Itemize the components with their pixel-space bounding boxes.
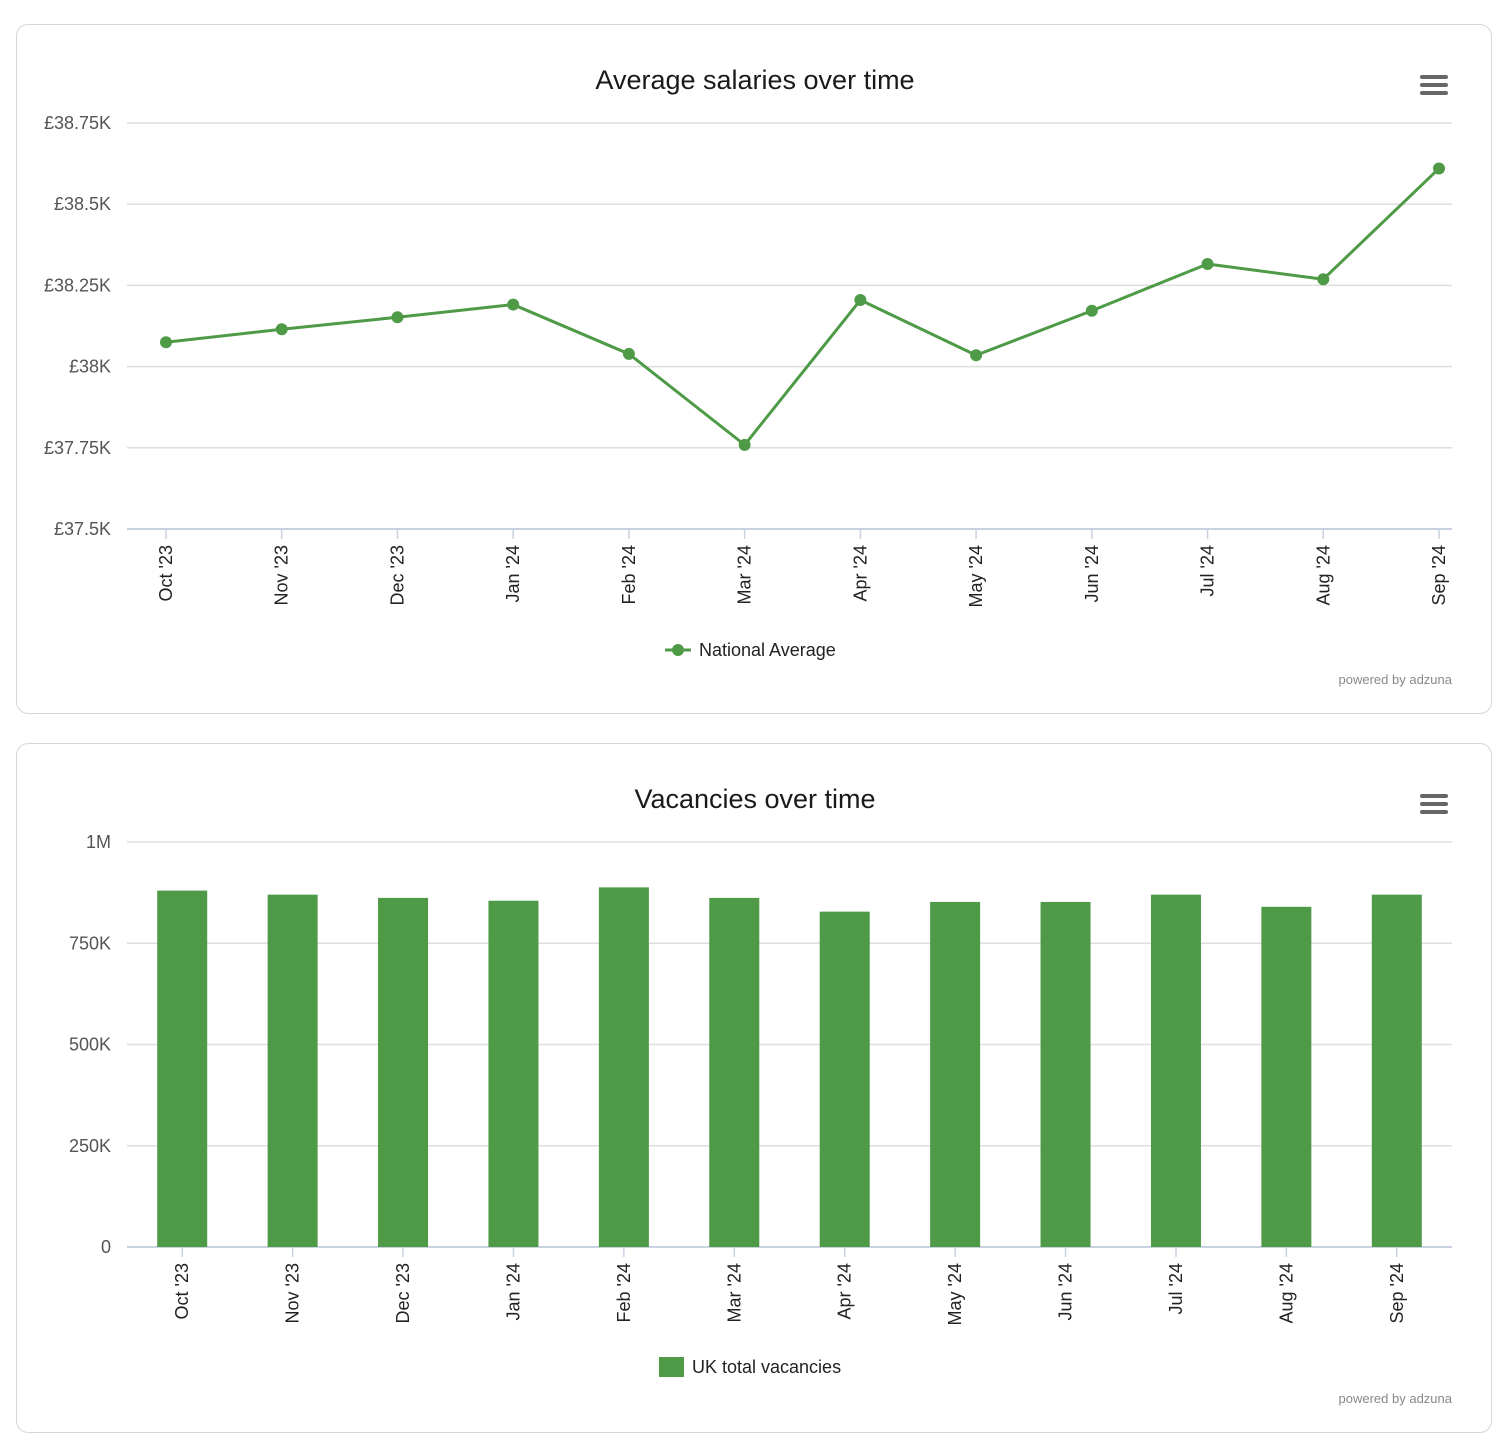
legend-label: UK total vacancies: [692, 1357, 841, 1377]
menu-bar: [1420, 810, 1448, 814]
x-tick-label: Jun '24: [1082, 545, 1102, 602]
data-point-mar-24[interactable]: [738, 438, 751, 451]
powered-by-credit[interactable]: powered by adzuna: [1339, 672, 1453, 687]
x-tick-label: Feb '24: [614, 1263, 634, 1322]
vacancy-chart-svg: Vacancies over time 0 250K 500K 750K 1M Oct '2…: [69, 784, 1453, 1406]
y-tick-label: £37.5K: [54, 519, 111, 539]
x-tick-label: Aug '24: [1276, 1263, 1296, 1324]
bar-mar-24[interactable]: [709, 897, 760, 1247]
x-tick-label: Sep '24: [1429, 545, 1449, 606]
x-tick-label: Mar '24: [735, 545, 755, 604]
data-point-oct-23[interactable]: [160, 336, 172, 349]
x-tick-label: Aug '24: [1313, 545, 1333, 606]
hamburger-menu-icon[interactable]: [1416, 71, 1452, 101]
x-tick-label: Jan '24: [503, 1263, 523, 1320]
y-tick-label: £38.25K: [44, 275, 111, 295]
x-tick-label: Jul '24: [1166, 1263, 1186, 1314]
bar-dec-23[interactable]: [378, 897, 429, 1247]
x-tick-label: May '24: [966, 545, 986, 607]
salary-legend-item[interactable]: National Average: [665, 640, 836, 660]
y-tick-label: 0: [101, 1237, 111, 1257]
powered-by-credit[interactable]: powered by adzuna: [1339, 1391, 1453, 1406]
x-tick-label: Dec '23: [393, 1263, 413, 1323]
data-point-feb-24[interactable]: [622, 347, 635, 360]
hamburger-menu-icon[interactable]: [1416, 790, 1452, 820]
bar-aug-24[interactable]: [1261, 906, 1312, 1247]
chart-title: Vacancies over time: [634, 784, 875, 814]
y-tick-label: £38.5K: [54, 194, 111, 214]
y-tick-label: £38K: [69, 357, 111, 377]
menu-bar: [1420, 802, 1448, 806]
data-point-sep-24[interactable]: [1433, 162, 1445, 175]
data-point-jun-24[interactable]: [1085, 304, 1098, 317]
bar-sep-24[interactable]: [1371, 894, 1422, 1247]
salary-chart-svg: Average salaries over time £37.5K £37.75K £…: [44, 65, 1453, 687]
vacancy-chart-card: Vacancies over time 0 250K 500K 750K 1M Oct '2…: [16, 743, 1492, 1433]
x-tick-label: Nov '23: [283, 1263, 303, 1323]
y-tick-label: £38.75K: [44, 113, 111, 133]
salary-chart-card: Average salaries over time £37.5K £37.75K £…: [16, 24, 1492, 714]
bar-jun-24[interactable]: [1040, 901, 1091, 1247]
x-tick-label: Feb '24: [619, 545, 639, 604]
bar-apr-24[interactable]: [819, 911, 870, 1247]
x-tick-label: Dec '23: [387, 545, 407, 605]
bar-jul-24[interactable]: [1150, 894, 1201, 1247]
vacancy-legend-item[interactable]: UK total vacancies: [659, 1357, 841, 1377]
x-tick-label: Oct '23: [172, 1263, 192, 1319]
data-point-dec-23[interactable]: [391, 311, 404, 324]
x-tick-label: Mar '24: [724, 1263, 744, 1322]
x-tick-label: Sep '24: [1387, 1263, 1407, 1324]
data-point-aug-24[interactable]: [1317, 273, 1330, 286]
bar-feb-24[interactable]: [598, 887, 649, 1247]
y-tick-label: 750K: [69, 933, 111, 953]
menu-bar: [1420, 83, 1448, 87]
x-tick-label: Jun '24: [1056, 1263, 1076, 1320]
data-point-nov-23[interactable]: [275, 323, 288, 336]
bar-nov-23[interactable]: [267, 894, 318, 1247]
menu-bar: [1420, 91, 1448, 95]
x-tick-label: Oct '23: [156, 545, 176, 601]
series-line-national-average: [165, 167, 1441, 447]
data-point-jul-24[interactable]: [1201, 257, 1214, 270]
x-tick-label: Nov '23: [272, 545, 292, 605]
bar-jan-24[interactable]: [488, 900, 539, 1247]
x-tick-label: Apr '24: [835, 1263, 855, 1319]
x-tick-label: Jan '24: [503, 545, 523, 602]
menu-bar: [1420, 794, 1448, 798]
y-tick-label: 250K: [69, 1136, 111, 1156]
bar-oct-23[interactable]: [157, 890, 208, 1247]
chart-title: Average salaries over time: [595, 65, 914, 95]
y-tick-label: 500K: [69, 1035, 111, 1055]
legend-label: National Average: [699, 640, 836, 660]
y-tick-label: £37.75K: [44, 438, 111, 458]
x-tick-label: Jul '24: [1198, 545, 1218, 596]
legend-marker: [672, 644, 684, 656]
x-tick-label: Apr '24: [850, 545, 870, 601]
bar-may-24[interactable]: [930, 901, 981, 1247]
data-point-apr-24[interactable]: [854, 294, 867, 307]
data-point-jan-24[interactable]: [507, 298, 520, 311]
data-point-may-24[interactable]: [970, 349, 983, 362]
y-tick-label: 1M: [86, 832, 111, 852]
x-tick-label: May '24: [945, 1263, 965, 1325]
menu-bar: [1420, 75, 1448, 79]
legend-swatch: [659, 1357, 684, 1377]
